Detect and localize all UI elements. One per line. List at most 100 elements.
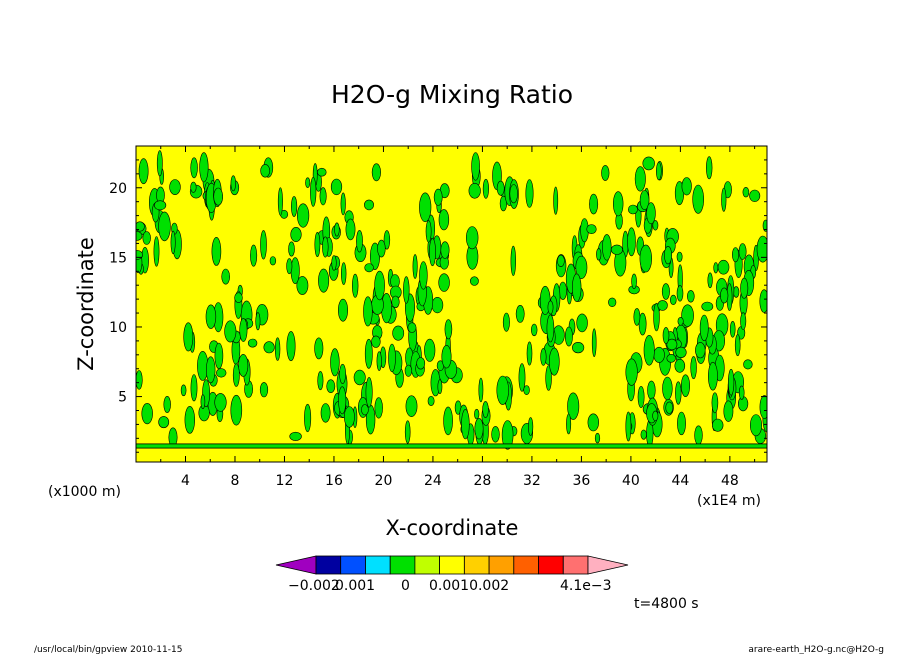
contour-blob: [491, 426, 500, 443]
contour-blob: [156, 150, 163, 177]
contour-blob: [674, 358, 686, 373]
contour-blob: [637, 385, 645, 408]
contour-blob: [557, 254, 565, 267]
contour-blob: [190, 157, 198, 179]
y-tick-label: 10: [109, 320, 127, 336]
contour-blob: [523, 385, 530, 395]
contour-blob: [545, 365, 552, 391]
colorbar-segment: [488, 555, 515, 575]
contour-blob: [749, 414, 762, 437]
contour-blob: [655, 162, 662, 181]
contour-blob: [158, 211, 171, 242]
y-axis-label: Z-coordinate: [74, 237, 98, 371]
contour-blob: [518, 363, 526, 392]
contour-blob: [695, 342, 706, 359]
contour-blob: [474, 418, 484, 440]
x-unit-label: (x1E4 m): [697, 493, 761, 509]
contour-blob: [318, 268, 330, 293]
contour-blob: [591, 328, 597, 358]
contour-blob: [690, 356, 697, 380]
contour-blob: [341, 262, 347, 285]
contour-blob: [424, 338, 436, 362]
colorbar-label-2: 0.001: [335, 578, 375, 594]
boundary-band: [136, 443, 767, 449]
contour-blob: [468, 183, 481, 199]
colorbar-segment: [414, 555, 440, 575]
contour-blob: [759, 395, 767, 419]
contour-blob: [138, 158, 149, 185]
contour-blob: [713, 262, 719, 274]
contour-blob: [502, 312, 510, 332]
contour-blob: [404, 420, 411, 444]
contour-blob: [247, 338, 258, 348]
y-tick-label: 20: [109, 181, 127, 197]
contour-blob: [734, 334, 741, 357]
contour-blob: [589, 193, 599, 215]
x-tick-label: 8: [231, 473, 240, 489]
contour-blob: [364, 338, 373, 369]
contour-blob: [639, 190, 650, 211]
colorbar-segment: [562, 555, 589, 575]
colorbar-segment: [538, 555, 564, 575]
contour-blob: [526, 341, 533, 366]
contour-blob: [471, 152, 480, 181]
contour-blob: [575, 255, 588, 280]
contour-blob: [277, 187, 283, 216]
x-tick-label: 16: [325, 473, 343, 489]
contour-blob: [142, 231, 151, 245]
contour-blob: [676, 251, 683, 263]
contour-blob: [334, 222, 340, 237]
contour-blob: [419, 261, 428, 290]
contour-blob: [653, 302, 660, 332]
contour-blob: [640, 429, 647, 440]
contour-blob: [180, 384, 187, 397]
contour-blob: [586, 224, 597, 234]
contour-blob: [255, 312, 261, 331]
contour-blob: [762, 219, 767, 232]
contour-blob: [653, 346, 665, 363]
colorbar-segment: [513, 555, 539, 575]
contour-blob: [681, 304, 694, 327]
contour-blob: [330, 348, 340, 377]
contour-blob: [742, 187, 750, 198]
contour-blob: [675, 346, 687, 359]
contour-blob: [466, 226, 479, 250]
contour-blob: [407, 322, 417, 333]
colorbar-label-5: 4.1e−3: [560, 578, 612, 594]
contour-blob: [612, 191, 624, 217]
contour-blob: [286, 258, 293, 275]
contour-blob: [314, 232, 321, 258]
contour-blob: [662, 376, 673, 401]
contour-blob: [657, 300, 668, 311]
contour-blob: [136, 231, 143, 241]
contour-blob: [677, 316, 684, 326]
contour-blob: [721, 187, 727, 212]
contour-blob: [676, 285, 684, 302]
contour-blob: [675, 381, 682, 405]
contour-blob: [297, 203, 310, 228]
contour-blob: [365, 377, 373, 408]
contour-blob: [631, 273, 637, 289]
contour-blob: [371, 335, 381, 348]
contour-blob: [627, 227, 636, 257]
x-tick-label: 28: [474, 473, 492, 489]
contour-blob: [723, 400, 734, 422]
contour-blob: [416, 357, 426, 370]
contour-blob: [391, 295, 400, 309]
contour-blob: [206, 356, 216, 384]
contour-blob: [199, 152, 209, 183]
colorbar-label-1: −0.002: [288, 578, 340, 594]
contour-blob: [392, 325, 405, 341]
contour-blob: [686, 290, 695, 303]
contour-blob: [510, 245, 516, 276]
contour-blob: [633, 308, 641, 326]
contour-blob: [638, 312, 647, 336]
contour-blob: [441, 345, 452, 369]
contour-blob: [662, 327, 670, 344]
contour-blob: [738, 243, 747, 260]
contour-blob: [634, 166, 646, 192]
contour-blob: [343, 406, 355, 428]
contour-blob: [564, 326, 573, 347]
contour-blob: [412, 254, 418, 279]
